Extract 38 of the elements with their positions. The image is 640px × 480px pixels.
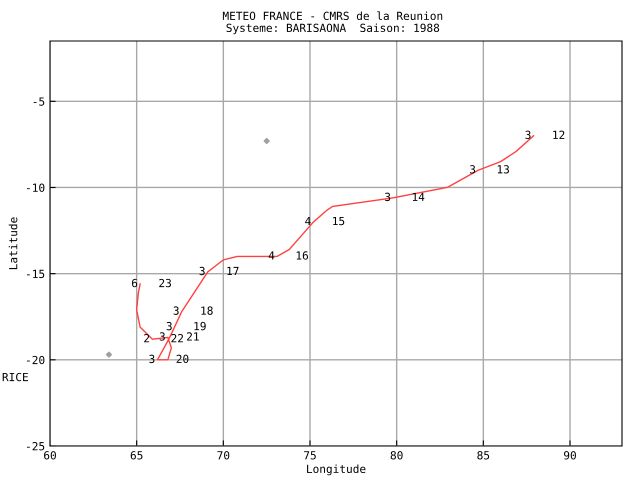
- y-tick-label: -5: [34, 97, 44, 106]
- annotation: 3: [525, 130, 531, 140]
- annotation: 3: [470, 165, 476, 174]
- annotation: 14: [412, 192, 424, 201]
- annotation: 2: [144, 334, 150, 342]
- annotation: 21: [187, 332, 199, 341]
- y-tick-label: -10: [27, 183, 44, 192]
- x-tick-label: 60: [44, 451, 56, 460]
- annotation: 15: [333, 216, 344, 226]
- x-axis-title: Longitude: [307, 464, 366, 476]
- annotation: 22: [171, 334, 184, 342]
- chart-title: METEO FRANCE - CMRS de la Reunion: [222, 11, 442, 20]
- annotation: 3: [200, 266, 205, 276]
- y-tick-label: -25: [27, 442, 44, 450]
- y-tick-label: -20: [27, 356, 44, 364]
- x-tick-label: 90: [564, 451, 576, 460]
- x-tick-label: 85: [477, 451, 490, 460]
- annotation: 3: [149, 354, 154, 364]
- annotation: 17: [227, 266, 239, 276]
- chart-subtitle: Systeme: BARISAONA Saison: 1988: [226, 23, 440, 34]
- text: RICE: [2, 372, 28, 382]
- x-tick-label: 75: [304, 451, 316, 460]
- x-tick-label: 80: [390, 451, 403, 460]
- annotation: 18: [201, 306, 213, 315]
- annotation: 4: [305, 216, 311, 226]
- x-tick-label: 65: [130, 451, 142, 460]
- annotation: 20: [176, 354, 188, 364]
- y-axis-title: Latitude: [8, 217, 18, 270]
- y-tick-label: -15: [27, 270, 44, 278]
- annotation: 23: [159, 278, 171, 288]
- annotation: 6: [132, 278, 138, 288]
- annotation: 19: [194, 322, 206, 330]
- annotation: 3: [174, 306, 179, 315]
- annotation: 13: [498, 165, 509, 174]
- annotation: 16: [296, 251, 308, 260]
- x-tick-label: 70: [217, 451, 230, 460]
- annotation: 12: [553, 130, 564, 139]
- annotation: 3: [166, 322, 172, 330]
